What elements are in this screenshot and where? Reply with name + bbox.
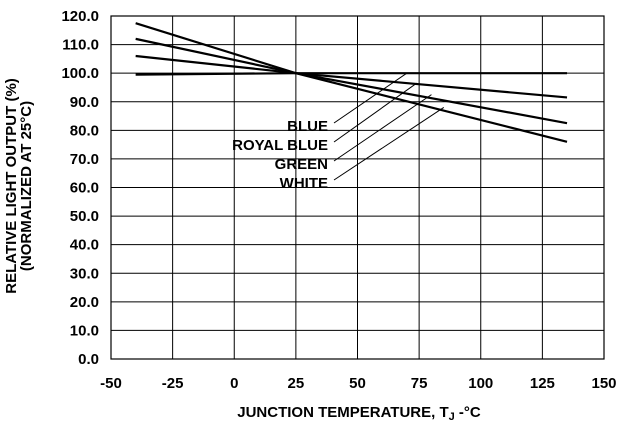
y-tick-label: 60.0 xyxy=(70,180,99,197)
y-tick-label: 70.0 xyxy=(70,151,99,168)
y-tick-label: 90.0 xyxy=(70,94,99,111)
y-tick-label: 120.0 xyxy=(61,8,99,25)
y-tick-label: 100.0 xyxy=(61,65,99,82)
x-tick-label: -25 xyxy=(162,375,184,392)
series-line-royal-blue xyxy=(135,54,568,99)
series-label-green: GREEN xyxy=(275,156,328,173)
x-tick-label: 150 xyxy=(591,375,616,392)
y-tick-label: 10.0 xyxy=(70,322,99,339)
y-axis-title-line1: RELATIVE LIGHT OUTPUT (%) xyxy=(3,78,20,294)
series-line-white xyxy=(135,22,568,143)
y-axis-title-line2: (NORMALIZED AT 25°C) xyxy=(18,101,35,271)
x-axis-ticks: -50 -25 0 25 50 75 100 125 150 xyxy=(100,375,616,392)
x-tick-label: 0 xyxy=(230,375,238,392)
plot-frame xyxy=(110,15,605,360)
pointer-white xyxy=(333,107,445,181)
label-pointers xyxy=(333,72,445,181)
x-axis-title-subscript: J xyxy=(449,411,455,423)
x-tick-label: 25 xyxy=(288,375,305,392)
x-tick-label: -50 xyxy=(100,375,122,392)
x-tick-label: 50 xyxy=(349,375,366,392)
y-tick-label: 40.0 xyxy=(70,237,99,254)
y-tick-label: 20.0 xyxy=(70,294,99,311)
x-tick-label: 75 xyxy=(411,375,428,392)
x-axis-title: JUNCTION TEMPERATURE, TJ -°C xyxy=(237,404,481,423)
series-labels: BLUE ROYAL BLUE GREEN WHITE xyxy=(232,118,328,192)
grid xyxy=(110,15,605,360)
y-tick-label: 50.0 xyxy=(70,208,99,225)
y-tick-label: 80.0 xyxy=(70,122,99,139)
pointer-green xyxy=(333,94,432,162)
series-label-royal-blue: ROYAL BLUE xyxy=(232,137,328,154)
x-tick-label: 100 xyxy=(468,375,493,392)
y-tick-label: 110.0 xyxy=(62,37,99,54)
y-tick-label: 0.0 xyxy=(78,351,99,368)
x-tick-label: 125 xyxy=(530,375,555,392)
y-tick-label: 30.0 xyxy=(70,265,99,282)
series-line-blue xyxy=(135,72,568,76)
pointer-royal-blue xyxy=(333,82,417,143)
y-axis-ticks: 0.0 10.0 20.0 30.0 40.0 50.0 60.0 70.0 80.0 90.0 1… xyxy=(61,8,99,368)
series-label-white: WHITE xyxy=(280,175,328,192)
pointer-blue xyxy=(333,72,408,124)
series-label-blue: BLUE xyxy=(287,118,328,135)
series-lines xyxy=(135,22,568,143)
